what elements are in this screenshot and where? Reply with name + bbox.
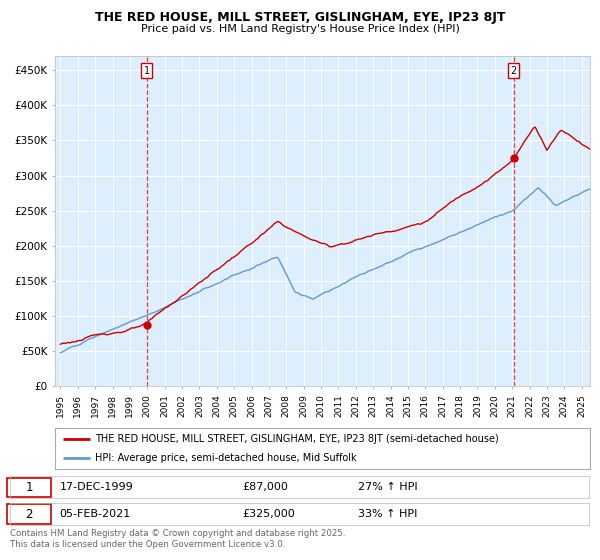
Text: 1: 1 xyxy=(143,66,149,76)
Text: 27% ↑ HPI: 27% ↑ HPI xyxy=(358,482,417,492)
Text: THE RED HOUSE, MILL STREET, GISLINGHAM, EYE, IP23 8JT (semi-detached house): THE RED HOUSE, MILL STREET, GISLINGHAM, … xyxy=(95,435,499,445)
FancyBboxPatch shape xyxy=(7,505,51,524)
Text: Contains HM Land Registry data © Crown copyright and database right 2025.
This d: Contains HM Land Registry data © Crown c… xyxy=(10,529,346,549)
Text: HPI: Average price, semi-detached house, Mid Suffolk: HPI: Average price, semi-detached house,… xyxy=(95,453,357,463)
Text: 2: 2 xyxy=(511,66,517,76)
Text: 1: 1 xyxy=(25,480,33,494)
Text: THE RED HOUSE, MILL STREET, GISLINGHAM, EYE, IP23 8JT: THE RED HOUSE, MILL STREET, GISLINGHAM, … xyxy=(95,11,505,24)
Text: £87,000: £87,000 xyxy=(242,482,287,492)
Text: Price paid vs. HM Land Registry's House Price Index (HPI): Price paid vs. HM Land Registry's House … xyxy=(140,24,460,34)
FancyBboxPatch shape xyxy=(7,478,51,497)
Text: 17-DEC-1999: 17-DEC-1999 xyxy=(59,482,133,492)
Text: £325,000: £325,000 xyxy=(242,509,295,519)
Text: 05-FEB-2021: 05-FEB-2021 xyxy=(59,509,131,519)
Text: 33% ↑ HPI: 33% ↑ HPI xyxy=(358,509,417,519)
Text: 2: 2 xyxy=(25,507,33,521)
